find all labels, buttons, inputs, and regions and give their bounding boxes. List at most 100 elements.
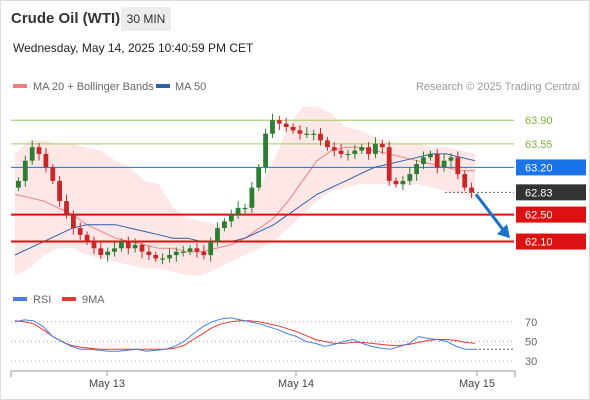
level-62-83-tag [516,184,586,201]
rsi-tick-30: 30 [525,356,537,368]
ma50-legend-swatch [156,84,170,88]
candle-body [249,187,255,208]
bollinger-band [15,106,475,276]
candle-body [139,244,145,252]
candle-body [407,174,413,181]
level-62-10-label: 62.10 [525,237,553,249]
level-63-90-label: 63.90 [525,115,553,127]
candle-body [400,180,406,185]
candle-body [146,251,152,256]
candle-body [290,127,296,131]
timeframe-badge[interactable]: 30 MIN [121,7,171,31]
level-62-83-label: 62.83 [525,187,553,199]
candle-body [105,251,111,256]
header-bar: Crude Oil (WTI) 30 MIN [0,0,590,36]
candle-body [167,255,172,259]
ma9-legend-swatch [62,297,76,301]
candle-body [228,214,234,222]
candle-body [242,207,248,210]
ma50-legend-label: MA 50 [175,81,206,93]
rsi-legend-swatch [13,297,27,301]
candle-body [64,201,69,215]
candle-body [428,153,433,158]
x-tick-label: May 15 [459,378,495,390]
candle-body [22,160,28,181]
candle-body [36,147,42,154]
candle-body [318,133,323,141]
x-tick-label: May 13 [89,378,125,390]
forecast-arrow-head [497,224,510,239]
level-63-55-label: 63.55 [525,139,553,151]
candle-body [331,147,337,151]
research-credit: Research © 2025 Trading Central [416,81,580,93]
candle-body [379,143,385,148]
rsi-tick-70: 70 [525,317,537,329]
candle-body [119,241,124,249]
ma20-legend-swatch [13,84,27,88]
ma50-line [14,153,476,256]
candle-body [359,147,365,151]
candle-body [153,255,159,259]
candle-body [283,123,289,127]
level-63-20-label: 63.20 [525,162,553,174]
candle-body [194,248,200,252]
candles [16,113,474,265]
candle-body [462,174,468,188]
candle-body [263,133,268,168]
forecast-arrow-shaft [474,193,507,234]
level-62-50-tag [516,206,586,223]
x-axis-labels: May 13 May 14 May 15 [89,371,495,390]
candle-body [304,133,310,135]
rsi-legend-label: RSI [33,294,51,306]
candle-body [441,160,447,168]
candle-body [386,147,392,181]
rsi-pane: 70 50 30 [11,317,537,368]
candle-body [160,258,165,260]
candle-body [222,221,227,228]
candle-body [414,164,419,175]
candle-body [201,251,207,256]
candle-body [91,241,97,249]
candle-body [270,120,275,134]
candle-body [469,187,474,193]
candle-body [50,167,56,181]
level-62-10-tag [516,233,586,250]
candle-body [325,140,330,148]
candle-body [373,143,378,154]
level-63-20-tag [516,159,586,176]
candle-body [71,214,76,229]
x-tick-label: May 14 [278,378,314,390]
candle-body [256,167,262,188]
bollinger-band-area [15,106,475,276]
candle-body [448,157,454,161]
candle-body [276,120,282,124]
candle-body [338,150,344,154]
candle-body [352,150,358,154]
candle-body [434,153,440,168]
candle-body [43,153,49,168]
rsi-tick-50: 50 [525,336,537,348]
candle-body [77,228,83,235]
ma20-legend-label: MA 20 + Bollinger Bands [33,81,154,93]
candle-body [393,180,399,185]
candle-body [29,147,35,161]
candle-body [84,234,90,242]
rsi-line [14,317,475,352]
levels: 63.90 63.55 63.20 62.83 62.50 62.10 [11,115,586,250]
candle-body [112,248,117,252]
candle-body [455,157,461,175]
candle-body [132,244,138,249]
candle-body [215,228,220,242]
candle-body [125,241,131,249]
candle-body [187,248,193,252]
timestamp: Wednesday, May 14, 2025 10:40:59 PM CET [13,41,254,55]
rsi-ma9-line [14,320,476,350]
moving-averages [14,146,476,256]
candle-body [173,251,179,256]
candle-body [16,180,21,188]
candle-body [345,153,351,156]
candle-body [297,130,303,134]
level-62-50-label: 62.50 [525,210,553,222]
candle-body [366,147,371,154]
